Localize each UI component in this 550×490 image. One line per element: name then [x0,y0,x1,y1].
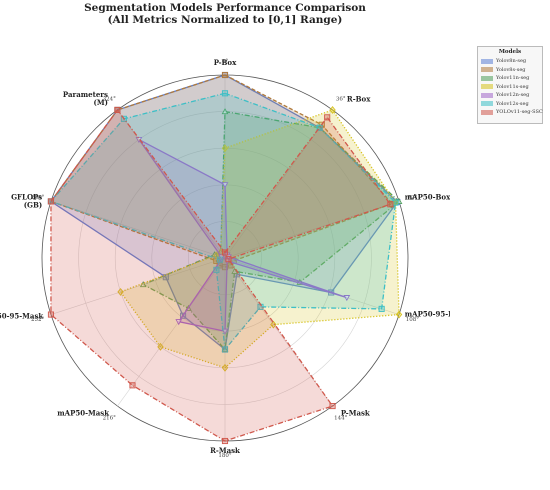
angle-tick-label: 36° [336,97,346,103]
data-point [395,310,403,319]
legend-item: Yolov8n-seg [481,57,539,66]
legend-swatch [481,92,493,98]
angle-tick-label: 72° [407,195,417,201]
angle-tick-label: 180° [218,453,231,459]
data-point [221,249,229,256]
legend-swatch [481,67,493,73]
legend-item: Yolov11s-seg [481,83,539,92]
data-point [329,106,336,114]
data-point [316,124,323,131]
data-point [387,201,394,208]
legend-swatch [481,84,493,90]
legend-item: Yolov11n-seg [481,74,539,83]
data-point [392,199,399,206]
data-point [216,256,223,263]
data-point [157,342,164,351]
legend-label: YOLOv11-seg-SSC [496,109,543,116]
data-point [221,346,229,353]
series-area [120,109,400,368]
data-point [221,328,229,335]
chart-title-line-2: (All Metrics Normalized to [0,1] Range) [107,14,343,26]
chart-title-line-1: Segmentation Models Performance Comparis… [84,2,366,14]
angle-tick-label: 144° [334,415,347,421]
data-point [378,305,385,312]
legend-title: Models [498,49,522,55]
angle-tick-label: 216° [103,415,116,421]
data-point [231,267,239,274]
angle-tick-label: 252° [31,317,44,323]
data-point [221,182,229,189]
data-point [129,382,136,389]
series-area [50,75,398,350]
data-point [221,144,229,153]
data-point [225,256,232,263]
grid-spoke [117,257,226,407]
data-point [221,90,229,97]
data-point [47,198,55,205]
series-group [47,71,403,445]
legend-item: Yolov12n-seg [481,91,539,100]
angle-tick-label: 324° [103,97,116,103]
legend-label: Yolov12n-seg [496,92,530,99]
data-point [343,295,351,302]
data-point [117,288,124,296]
data-point [221,108,229,115]
series-area [50,93,396,350]
radar-chart: 0° 36° 72° 108° 144° 180° 216° 252° 288° 324° P-Bo… [0,58,450,459]
legend-swatch [481,109,493,115]
grid-spoke [224,201,400,259]
axis-label: R-Mask [210,446,240,455]
legend-label: Yolov11s-seg [496,83,529,90]
grid-spoke [50,257,226,315]
legend-item: YOLOv11-seg-SSC [481,108,543,117]
axis-label: mAP50-95-Box [405,309,450,318]
data-point [225,254,232,261]
data-point [213,266,220,273]
data-point [221,437,229,445]
data-point [162,274,169,281]
data-point [329,403,336,410]
legend-label: Yolov8n-seg [496,58,527,65]
series-area [138,139,347,332]
legend: Models Yolov8n-seg Yolov8s-seg Yolov11n-se… [477,46,543,124]
axis-label: mAP50-Box [405,193,450,202]
data-point [324,114,331,121]
series-area [50,109,391,441]
data-point [221,363,229,372]
series-line [50,108,392,442]
legend-item: Yolov12s-seg [481,100,539,109]
legend-items: Yolov8n-seg Yolov8s-seg Yolov11n-seg Yolov1… [481,57,543,117]
axis-label: Parameters (M) [63,90,108,107]
legend-label: Yolov8s-seg [496,66,526,73]
data-point [221,71,229,79]
data-point [114,106,121,113]
legend-swatch [481,58,493,64]
legend-swatch [481,75,493,81]
grid-spoke [224,109,333,259]
axis-label: mAP50-95-Mask [0,311,43,320]
axis-label: P-Mask [341,408,370,417]
axis-label: mAP50-Mask [57,408,109,417]
data-point [47,311,55,318]
legend-label: Yolov11n-seg [496,75,530,82]
legend-item: Yolov8s-seg [481,66,539,75]
series-area [143,111,400,350]
angle-tick-label: 0° [222,59,228,65]
angle-tick-label: 288° [31,195,44,201]
axis-label: R-Box [347,95,371,104]
data-point [175,319,183,326]
angle-tick-label: 108° [406,317,419,323]
chart-title: Segmentation Models Performance Comparis… [0,2,450,26]
data-point [270,320,277,329]
legend-label: Yolov12s-seg [496,100,529,107]
axis-label: GFLOPs (GB) [11,193,42,210]
legend-swatch [481,101,493,107]
axis-label: P-Box [214,58,237,67]
